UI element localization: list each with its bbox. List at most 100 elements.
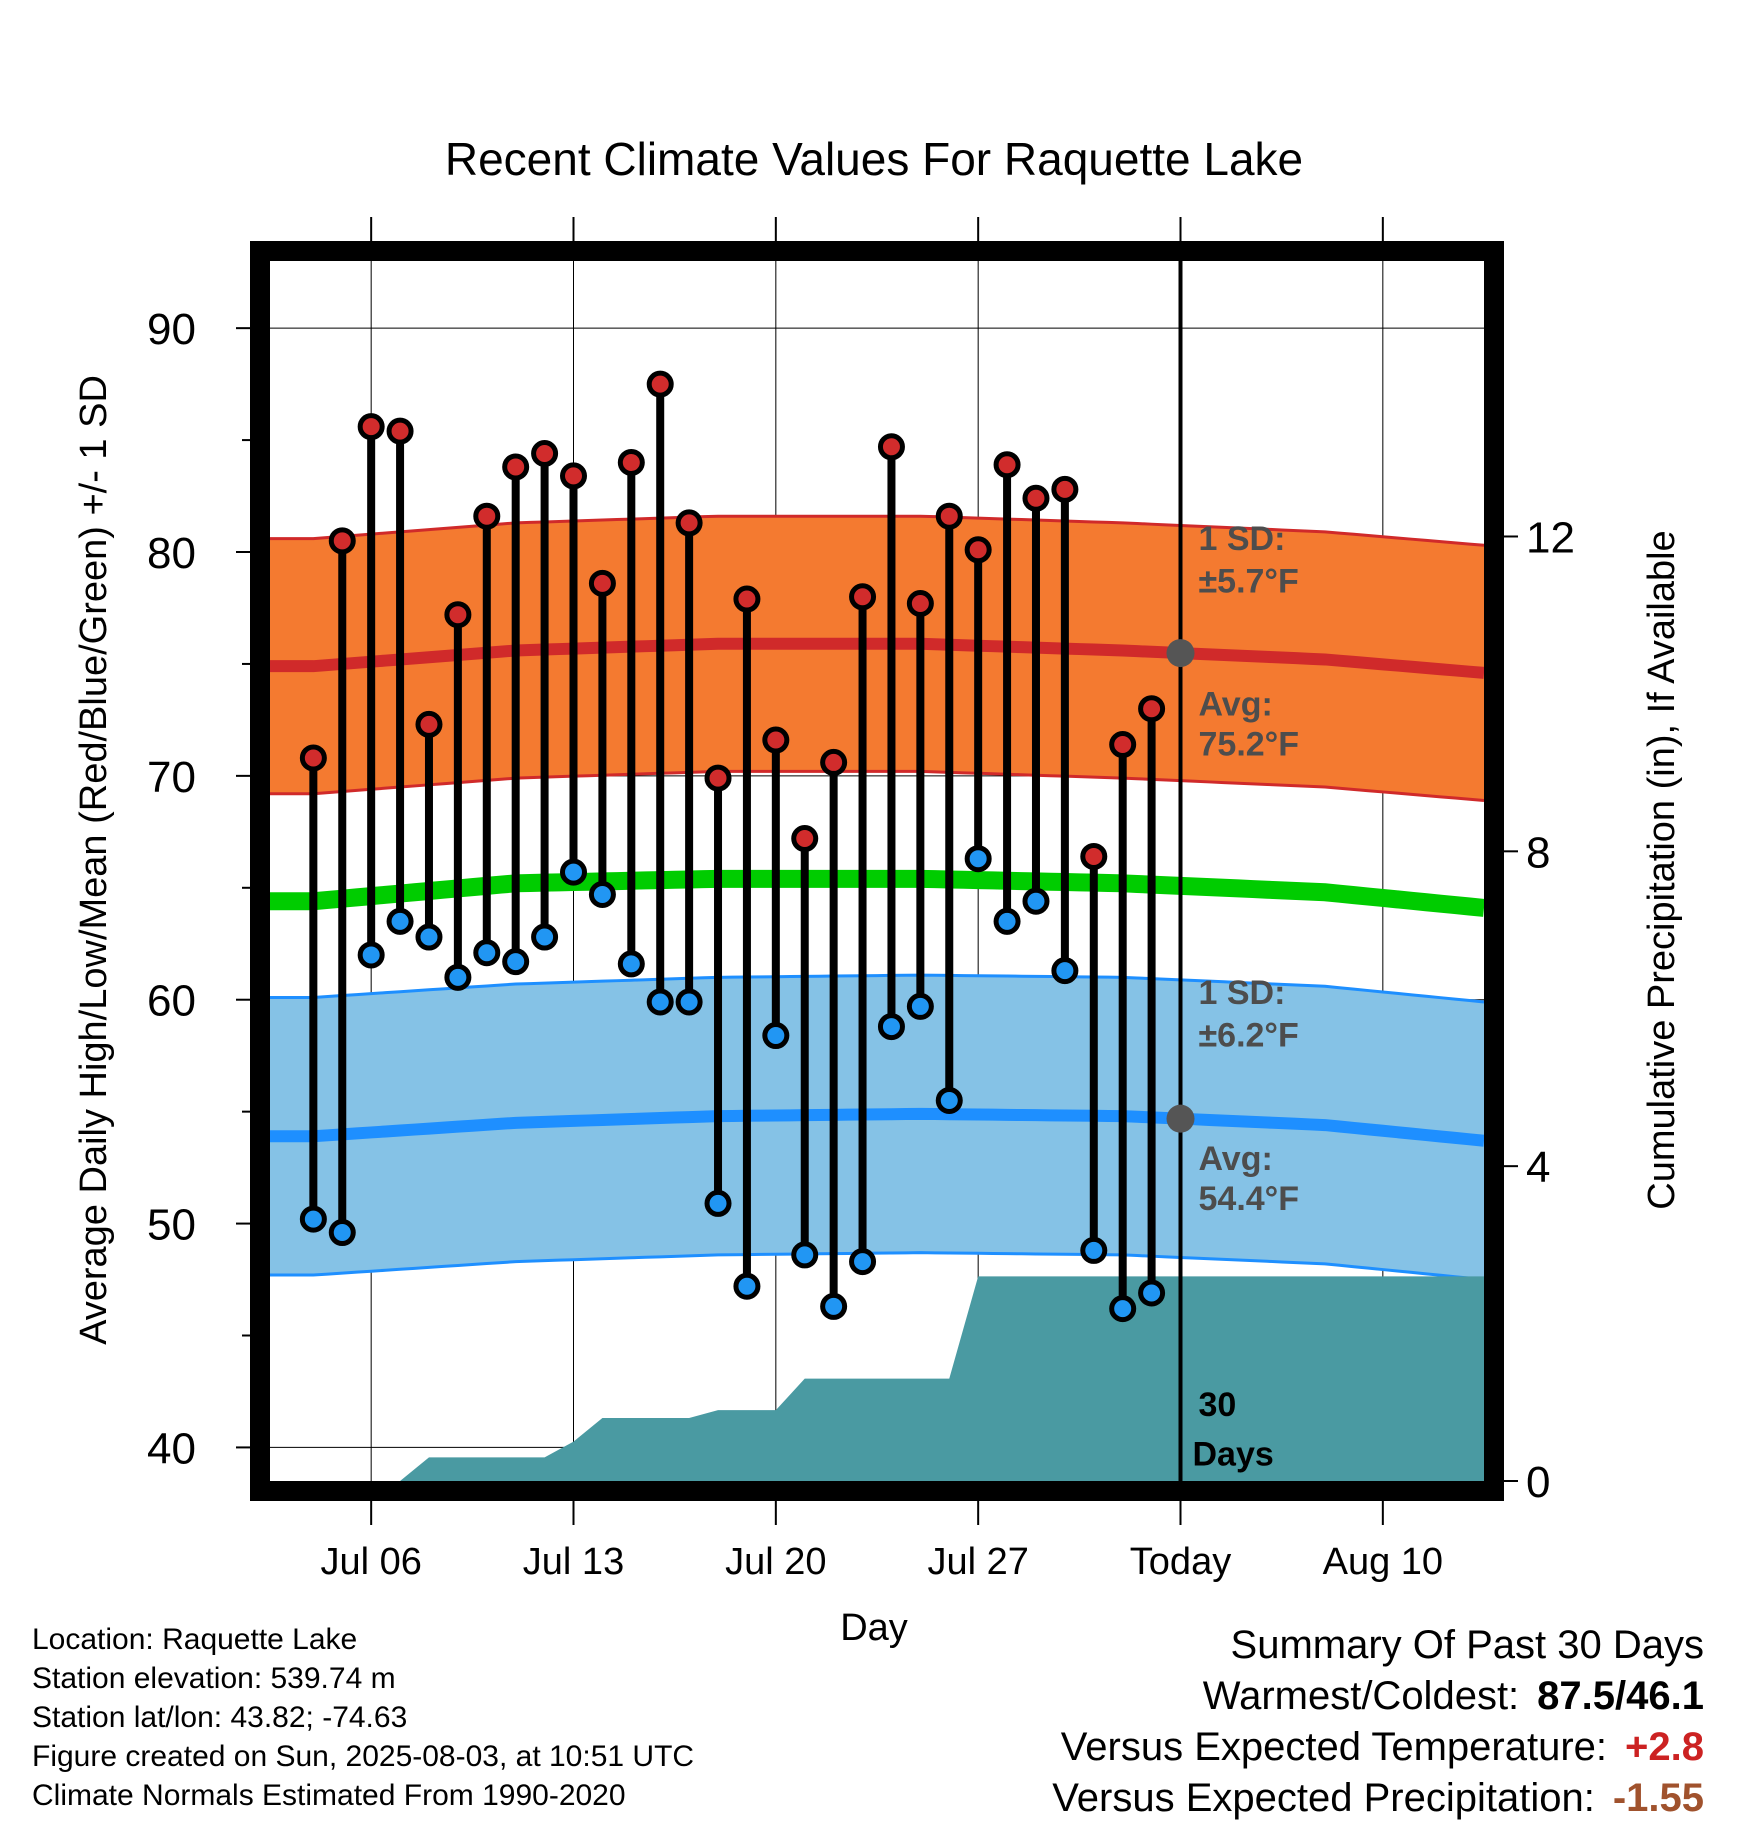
x-axis-label: Day [840,1607,908,1649]
x-tick-label: Jul 06 [320,1541,421,1583]
daily-high-point [415,710,443,738]
warmest-value: 87.5/46.1 [1537,1674,1704,1718]
y-axis-label: Average Daily High/Low/Mean (Red/Blue/Gr… [73,375,115,1345]
chart-title: Recent Climate Values For Raquette Lake [445,133,1303,185]
daily-low-point [473,939,501,967]
daily-low-point [646,988,674,1016]
y-tick-label: 60 [147,977,196,1026]
normals-text: Climate Normals Estimated From 1990-2020 [32,1779,626,1812]
x-tick-label: Aug 10 [1323,1541,1443,1583]
daily-low-point [877,1013,905,1041]
daily-high-point [791,825,819,853]
normal-low-line [270,1107,1485,1147]
low-sd-value: ±6.2°F [1199,1017,1299,1055]
precip-label: Versus Expected Precipitation: [1052,1776,1595,1820]
daily-high-point [357,413,385,441]
daily-high-point [849,583,877,611]
daily-high-point [1080,842,1108,870]
x-tick-label: Jul 20 [725,1541,826,1583]
daily-high-point [646,370,674,398]
daily-low-point [1080,1236,1108,1264]
daily-high-point [820,748,848,776]
y2-tick-label: 0 [1526,1458,1550,1507]
daily-low-point [502,948,530,976]
daily-high-point [733,585,761,613]
low-sd-label: 1 SD: [1199,974,1286,1012]
high-avg-value: 75.2°F [1199,726,1300,764]
low-avg-value: 54.4°F [1199,1180,1300,1218]
low-avg-label: Avg: [1199,1140,1273,1178]
latlon-text: Station lat/lon: 43.82; -74.63 [32,1701,408,1734]
daily-high-point [762,726,790,754]
daily-high-point [560,462,587,490]
station-info: Location: Raquette Lake Station elevatio… [32,1620,694,1815]
daily-low-point [328,1219,356,1247]
precip-area-fill [400,1276,1485,1481]
daily-high-point [502,453,530,481]
daily-low-point [675,988,703,1016]
y-tick-label: 40 [147,1424,196,1473]
x-tick-label: Today [1130,1541,1231,1583]
y2-tick-label: 8 [1526,828,1550,877]
low-sd-band-upper-edge [270,973,1485,1004]
daily-high-point [531,440,559,468]
daily-high-point [328,527,356,555]
y-tick-label: 90 [147,305,196,354]
daily-low-point [704,1189,732,1217]
normal-high-line [270,637,1485,679]
daily-low-point [299,1205,327,1233]
high-sd-band-lower-edge [270,769,1485,802]
daily-high-point [1051,475,1079,503]
daily-high-point [299,744,327,772]
y2-axis-label: Cumulative Precipitation (in), If Availa… [1641,530,1683,1209]
daily-high-point [1022,484,1050,512]
daily-low-point [415,923,443,951]
y-axis-left: 40 50 60 70 80 90 [147,305,250,1473]
daily-low-point [964,845,992,873]
high-sd-label: 1 SD: [1199,520,1286,558]
daily-high-point [877,433,905,461]
daily-low-point [733,1272,761,1300]
daily-high-point [964,536,992,564]
daily-high-point [935,502,963,530]
precip-days-count: 30 [1199,1386,1237,1424]
y-axis-right: 0 4 8 12 [1504,513,1575,1507]
y-tick-label: 50 [147,1201,196,1250]
temp-value: +2.8 [1625,1725,1704,1769]
today-high-normal-point [1166,639,1195,668]
daily-low-point [993,907,1021,935]
y2-tick-label: 4 [1526,1143,1550,1192]
daily-high-point [993,451,1021,479]
daily-low-point [357,941,385,969]
daily-low-point [762,1022,790,1050]
daily-low-point [906,992,934,1020]
daily-high-point [1138,695,1166,723]
daily-low-point [935,1086,963,1114]
daily-low-point [588,881,616,909]
plot-frame [250,241,1504,1501]
daily-high-point [473,502,501,530]
daily-observations [299,370,1166,1323]
daily-high-point [386,417,414,445]
daily-low-point [820,1292,848,1320]
daily-low-point [791,1241,819,1269]
temp-label: Versus Expected Temperature: [1060,1725,1608,1769]
daily-low-point [1109,1295,1137,1323]
y-tick-label: 80 [147,529,196,578]
high-sd-band-upper-edge [270,514,1485,547]
low-sd-band-lower-edge [270,1251,1485,1282]
today-low-normal-point [1166,1104,1195,1133]
created-text: Figure created on Sun, 2025-08-03, at 10… [32,1740,695,1773]
precip-value: -1.55 [1612,1776,1704,1820]
daily-low-point [617,950,645,978]
y2-tick-label: 12 [1526,513,1575,562]
daily-high-point [675,509,703,537]
summary-precip-row: Versus Expected Precipitation: -1.55 [1052,1773,1704,1824]
daily-low-point [386,907,414,935]
precip-days-unit: Days [1193,1435,1274,1473]
normal-bands [270,514,1485,1282]
summary-title: Summary Of Past 30 Days [1230,1623,1704,1667]
summary-temp-row: Versus Expected Temperature: +2.8 [1052,1722,1704,1773]
